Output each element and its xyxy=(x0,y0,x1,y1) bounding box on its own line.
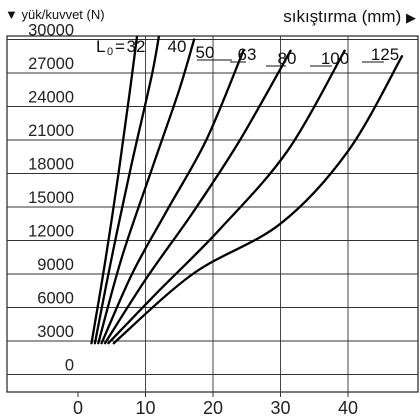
curve-L0-80 xyxy=(103,49,292,345)
curve-label: 32 xyxy=(127,37,146,56)
curve-label: 80 xyxy=(278,49,297,68)
y-tick-label: 12000 xyxy=(28,222,74,240)
y-axis-header: ▼ yük/kuvvet (N) xyxy=(5,7,105,22)
y-tick-label: 0 xyxy=(65,357,74,375)
y-tick-label: 6000 xyxy=(37,289,74,307)
right-triangle-icon: ▶ xyxy=(406,10,416,25)
curve-L0-63 xyxy=(100,49,245,345)
legend-L: L xyxy=(96,37,105,56)
legend-subscript: 0 xyxy=(107,46,113,58)
y-tick-label: 24000 xyxy=(28,88,74,106)
curve-L0-125 xyxy=(112,55,404,345)
curve-L0-100 xyxy=(107,49,346,345)
x-tick-label: 30 xyxy=(270,398,290,418)
curve-L0-32 xyxy=(90,36,139,345)
curve-L0-50 xyxy=(97,38,196,345)
curve-label: 125 xyxy=(371,45,399,64)
curve-label: 50 xyxy=(196,43,215,62)
y-axis-label: yük/kuvvet (N) xyxy=(21,7,105,22)
y-tick-label: 30000 xyxy=(28,21,74,39)
x-tick-label: 10 xyxy=(135,398,155,418)
y-tick-label: 9000 xyxy=(37,256,74,274)
legend-equals: = xyxy=(115,37,125,56)
label-group: 0300060009000120001500018000210002400027… xyxy=(28,21,399,418)
curve-L0-40 xyxy=(93,36,161,345)
x-axis-header: sıkıştırma (mm) ▶ xyxy=(283,7,416,27)
y-tick-label: 3000 xyxy=(37,323,74,341)
chart-grid xyxy=(6,35,419,397)
y-tick-label: 27000 xyxy=(28,55,74,73)
curve-label: 63 xyxy=(238,45,257,64)
y-tick-label: 15000 xyxy=(28,189,74,207)
x-axis-label: sıkıştırma (mm) xyxy=(283,7,402,26)
y-tick-label: 18000 xyxy=(28,155,74,173)
curve-group xyxy=(90,36,404,345)
y-tick-label: 21000 xyxy=(28,122,74,140)
down-triangle-icon: ▼ xyxy=(5,7,18,22)
x-tick-label: 20 xyxy=(203,398,223,418)
x-tick-label: 40 xyxy=(338,398,358,418)
curve-label: 100 xyxy=(321,49,349,68)
curve-label: 40 xyxy=(168,37,187,56)
x-tick-label: 0 xyxy=(73,398,83,418)
